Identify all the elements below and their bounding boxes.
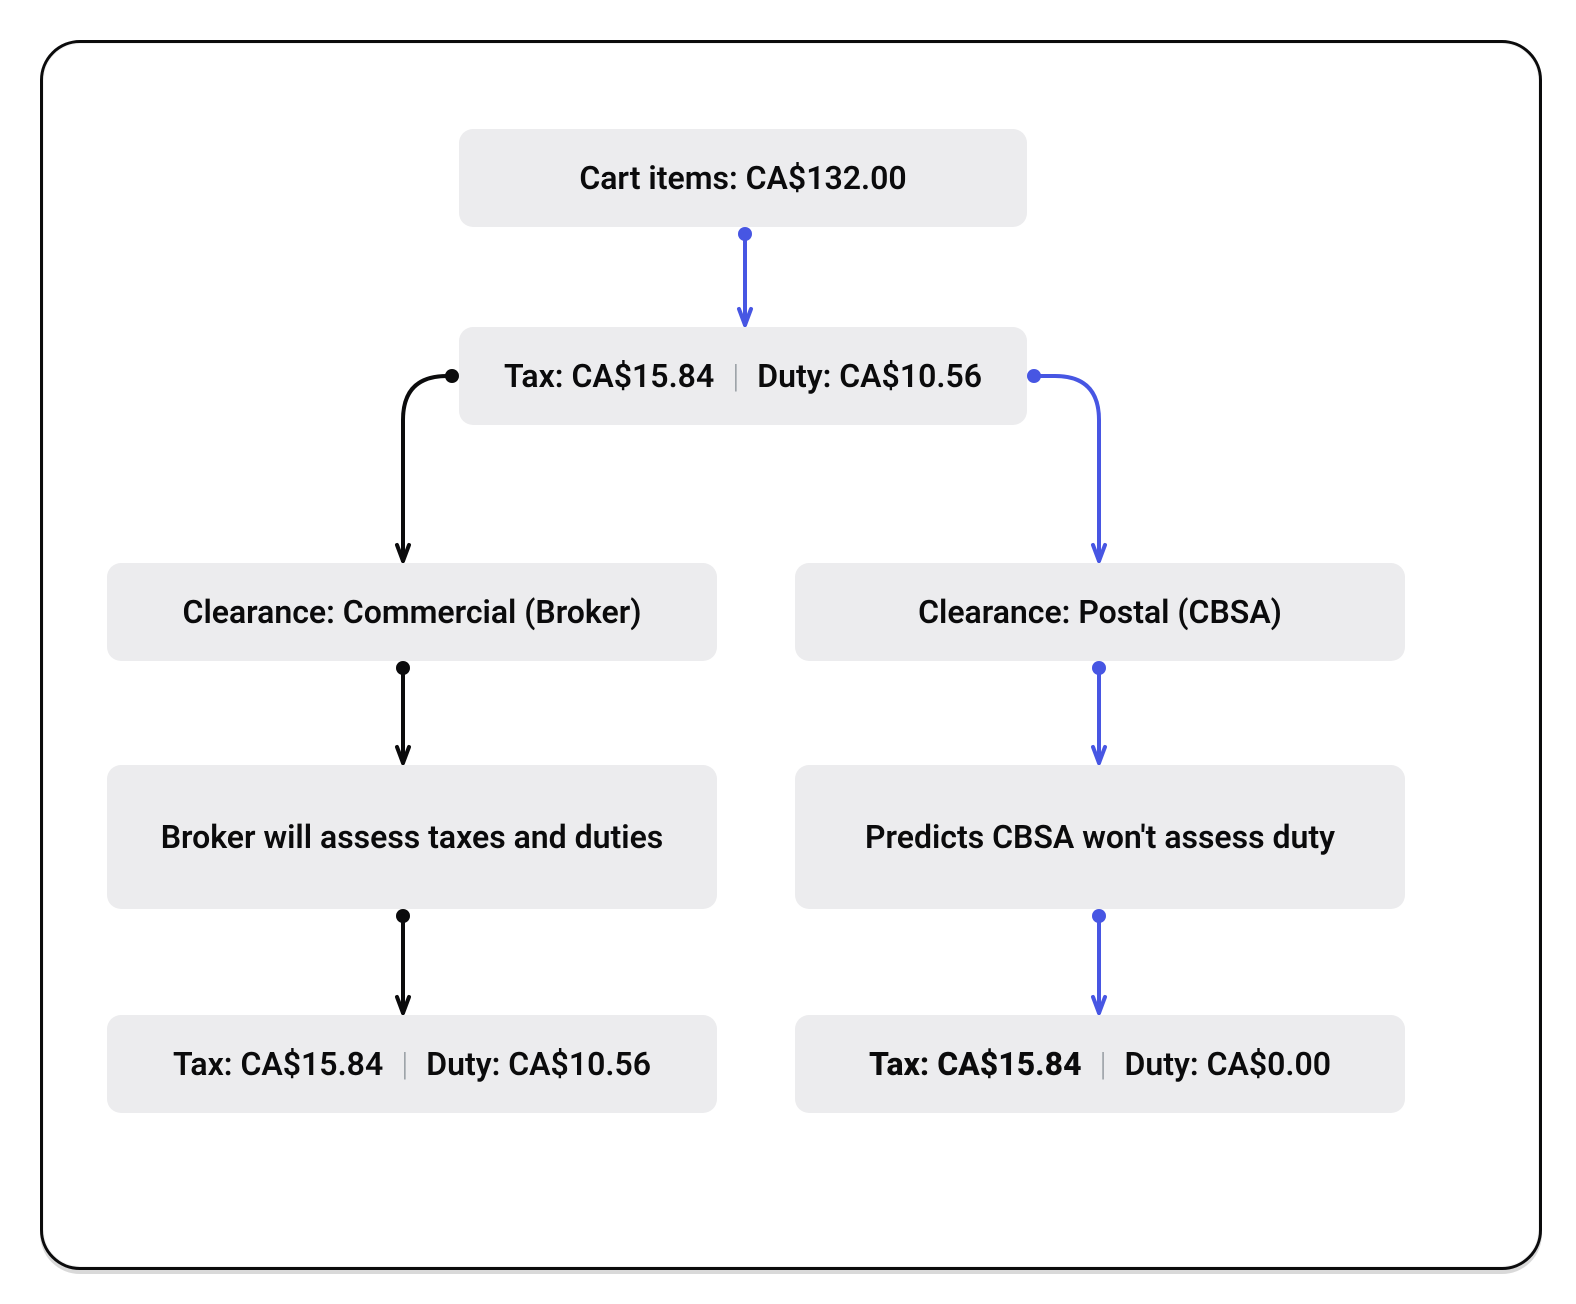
node-clearance-commercial-label: Clearance: Commercial (Broker): [183, 592, 642, 633]
divider: |: [391, 1044, 418, 1085]
node-broker-assess: Broker will assess taxes and duties: [107, 765, 717, 909]
node-cart-items: Cart items: CA$132.00: [459, 129, 1027, 227]
divider: |: [722, 356, 749, 397]
node-output-postal: Tax: CA$15.84 | Duty: CA$0.00: [795, 1015, 1405, 1113]
diagram-frame: Cart items: CA$132.00 Tax: CA$15.84 | Du…: [40, 40, 1542, 1270]
node-clearance-postal-label: Clearance: Postal (CBSA): [918, 592, 1282, 633]
node-cart-items-label: Cart items: CA$132.00: [579, 158, 906, 199]
node-output-commercial: Tax: CA$15.84 | Duty: CA$10.56: [107, 1015, 717, 1113]
duty-label: Duty: CA$0.00: [1125, 1045, 1332, 1083]
node-tax-duty: Tax: CA$15.84 | Duty: CA$10.56: [459, 327, 1027, 425]
node-clearance-postal: Clearance: Postal (CBSA): [795, 563, 1405, 661]
tax-label: Tax: CA$15.84: [173, 1045, 383, 1083]
node-cbsa-predict: Predicts CBSA won't assess duty: [795, 765, 1405, 909]
node-broker-assess-label: Broker will assess taxes and duties: [161, 817, 664, 858]
tax-label: Tax: CA$15.84: [504, 357, 714, 395]
node-cbsa-predict-label: Predicts CBSA won't assess duty: [865, 817, 1335, 858]
duty-label: Duty: CA$10.56: [426, 1045, 651, 1083]
duty-label: Duty: CA$10.56: [757, 357, 982, 395]
divider: |: [1090, 1044, 1117, 1085]
diagram-canvas: Cart items: CA$132.00 Tax: CA$15.84 | Du…: [0, 0, 1576, 1304]
tax-label: Tax: CA$15.84: [869, 1045, 1082, 1083]
node-clearance-commercial: Clearance: Commercial (Broker): [107, 563, 717, 661]
